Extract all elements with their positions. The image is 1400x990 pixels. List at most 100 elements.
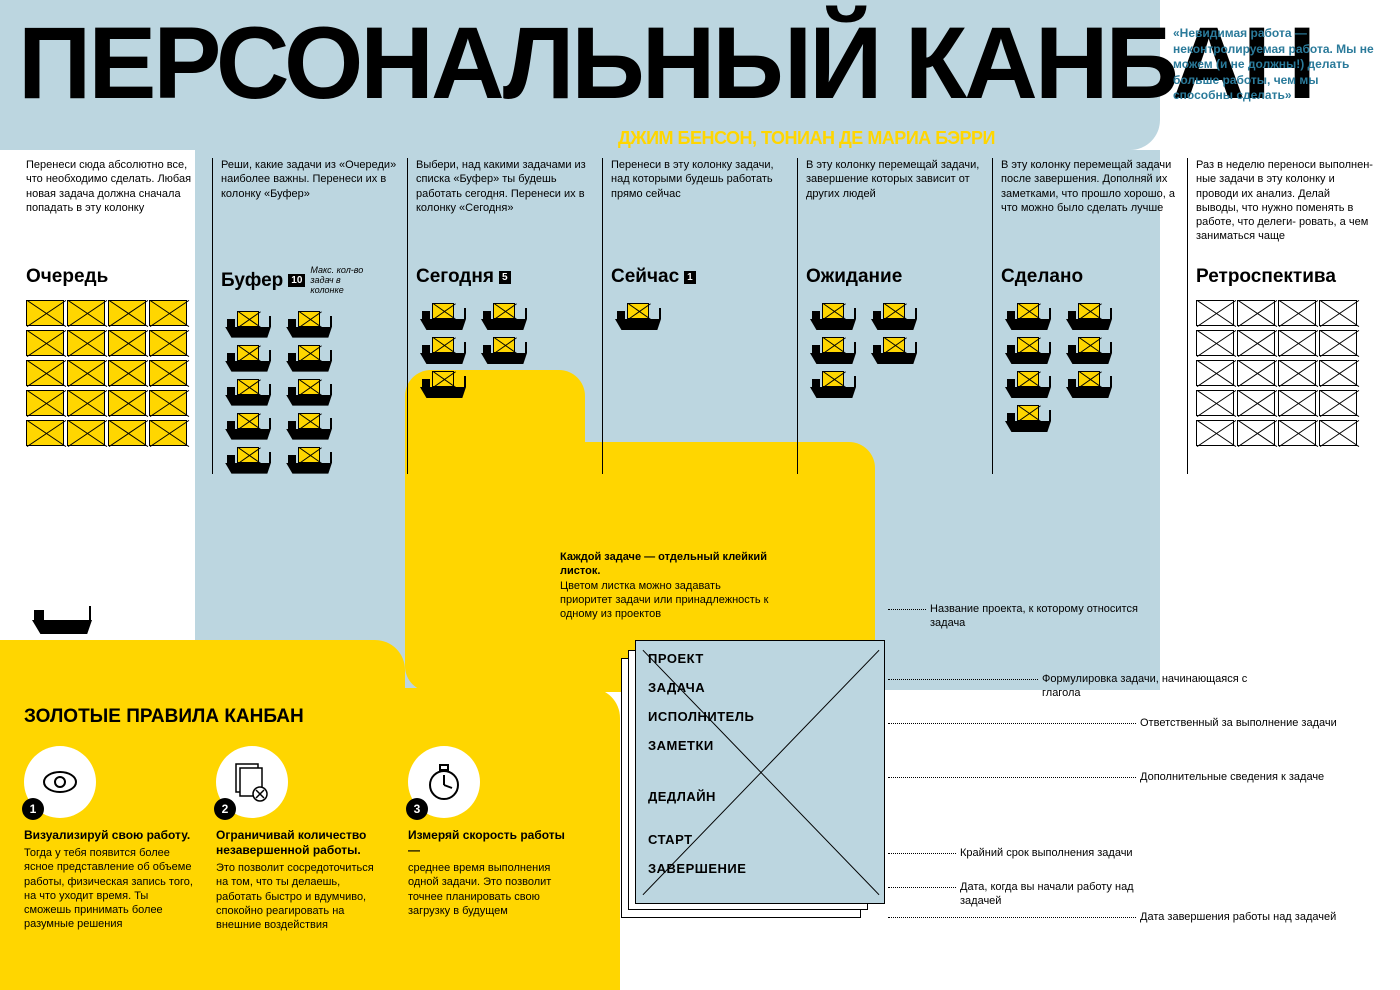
column-1: Реши, какие задачи из «Очереди» наиболее… [212,158,407,474]
card-field-исполнитель: ИСПОЛНИТЕЛЬ [648,709,872,724]
ship-icon [221,444,279,474]
wip-badge: 5 [499,271,511,284]
card-front: ПРОЕКТ ЗАДАЧА ИСПОЛНИТЕЛЬ ЗАМЕТКИ ДЕДЛАЙН СТА… [635,640,885,904]
note-card [1237,330,1275,356]
ship-icon [806,300,864,330]
wip-note: Макс. кол-во задач в колонке [310,266,370,296]
rule-3: 3Измеряй скорость работы —среднее время … [408,746,578,932]
card-annotation: Формулировка задачи, начинающаяся с глаг… [1042,672,1252,701]
card-field-задача: ЗАДАЧА [648,680,872,695]
column-4: В эту колонку перемещай задачи, завершен… [797,158,992,474]
dotted-connector [888,777,1136,778]
rule-head: Ограничивай количество незавершенной раб… [216,828,386,858]
ship-icon [282,342,340,372]
column-desc: Перенеси в эту колонку задачи, над котор… [611,158,789,258]
rule-icon: 2 [216,746,288,818]
rule-icon: 1 [24,746,96,818]
column-desc: В эту колонку перемещай задачи после зав… [1001,158,1179,258]
note-card [1237,420,1275,446]
rule-text: Это позволит сосредоточиться на том, что… [216,861,386,932]
ship-empty-icon [26,594,101,634]
column-items [26,300,204,446]
ship-icon [477,300,535,330]
note-card [149,360,187,386]
sticky-callout: Каждой задаче — отдельный клейкий листок… [560,550,770,621]
column-desc: В эту колонку перемещай задачи, завершен… [806,158,984,258]
column-6: Раз в неделю переноси выполнен- ные зада… [1187,158,1382,474]
note-card [26,360,64,386]
ship-icon [416,300,474,330]
card-diagram: ПРОЕКТ ЗАДАЧА ИСПОЛНИТЕЛЬ ЗАМЕТКИ ДЕДЛАЙН СТА… [635,640,895,920]
note-card [1319,420,1357,446]
ship-icon [416,334,474,364]
note-card [26,300,64,326]
column-items [1001,300,1179,432]
wip-badge: 10 [288,274,305,287]
ship-icon [1062,368,1120,398]
card-field-проект: ПРОЕКТ [648,651,872,666]
note-card [1237,390,1275,416]
note-card [26,330,64,356]
ship-icon [1001,300,1059,330]
card-field-завершение: ЗАВЕРШЕНИЕ [648,861,872,876]
card-annotation: Ответственный за выполнение задачи [1140,716,1350,730]
quote: «Невидимая работа — неконтролируемая раб… [1173,26,1378,104]
dotted-connector [888,609,926,610]
dotted-connector [888,853,956,854]
wip-badge: 1 [684,271,696,284]
card-annotation: Дополнительные сведения к задаче [1140,770,1350,784]
note-card [67,390,105,416]
rules-title: ЗОЛОТЫЕ ПРАВИЛА КАНБАН [24,706,584,728]
column-items [806,300,984,398]
column-desc: Реши, какие задачи из «Очереди» наиболее… [221,158,399,258]
card-annotation: Дата завершения работы над задачей [1140,910,1350,924]
ship-icon [221,342,279,372]
rule-number: 1 [22,798,44,820]
note-card [108,300,146,326]
note-card [108,330,146,356]
column-title: Сегодня5 [416,266,594,288]
column-items [221,308,399,474]
card-field-заметки: ЗАМЕТКИ [648,738,872,753]
column-items [416,300,594,398]
note-card [149,420,187,446]
note-card [1196,360,1234,386]
rule-1: 1Визуализируй свою работу.Тогда у тебя п… [24,746,194,932]
ship-icon [282,410,340,440]
column-title: Буфер10Макс. кол-во задач в колонке [221,266,399,296]
ship-icon [221,410,279,440]
column-title: Ретроспектива [1196,266,1374,288]
note-card [26,390,64,416]
note-card [108,420,146,446]
rule-number: 2 [214,798,236,820]
ship-icon [282,376,340,406]
note-card [1319,300,1357,326]
note-card [1196,420,1234,446]
ship-icon [1001,334,1059,364]
note-card [67,330,105,356]
ship-icon [806,368,864,398]
note-card [1237,300,1275,326]
dotted-connector [888,917,1136,918]
column-desc: Раз в неделю переноси выполнен- ные зада… [1196,158,1374,258]
card-annotation: Название проекта, к которому относится з… [930,602,1140,631]
note-card [26,420,64,446]
column-title: Очередь [26,266,204,288]
card-field-дедлайн: ДЕДЛАЙН [648,789,872,804]
column-5: В эту колонку перемещай задачи после зав… [992,158,1187,474]
ship-icon [221,376,279,406]
column-title: Ожидание [806,266,984,288]
sticky-bold: Каждой задаче — отдельный клейкий листок… [560,551,767,577]
ship-icon [1062,300,1120,330]
ship-icon [1001,402,1059,432]
ship-icon [867,334,925,364]
kanban-columns: Перенеси сюда абсолютно все, что необход… [18,158,1382,474]
note-card [108,390,146,416]
card-field-старт: СТАРТ [648,832,872,847]
ship-icon [282,308,340,338]
column-2: Выбери, над какими задачами из списка «Б… [407,158,602,474]
ship-icon [867,300,925,330]
note-card [1278,300,1316,326]
note-card [67,420,105,446]
rule-2: 2 Ограничивай количество незавершенной ра… [216,746,386,932]
